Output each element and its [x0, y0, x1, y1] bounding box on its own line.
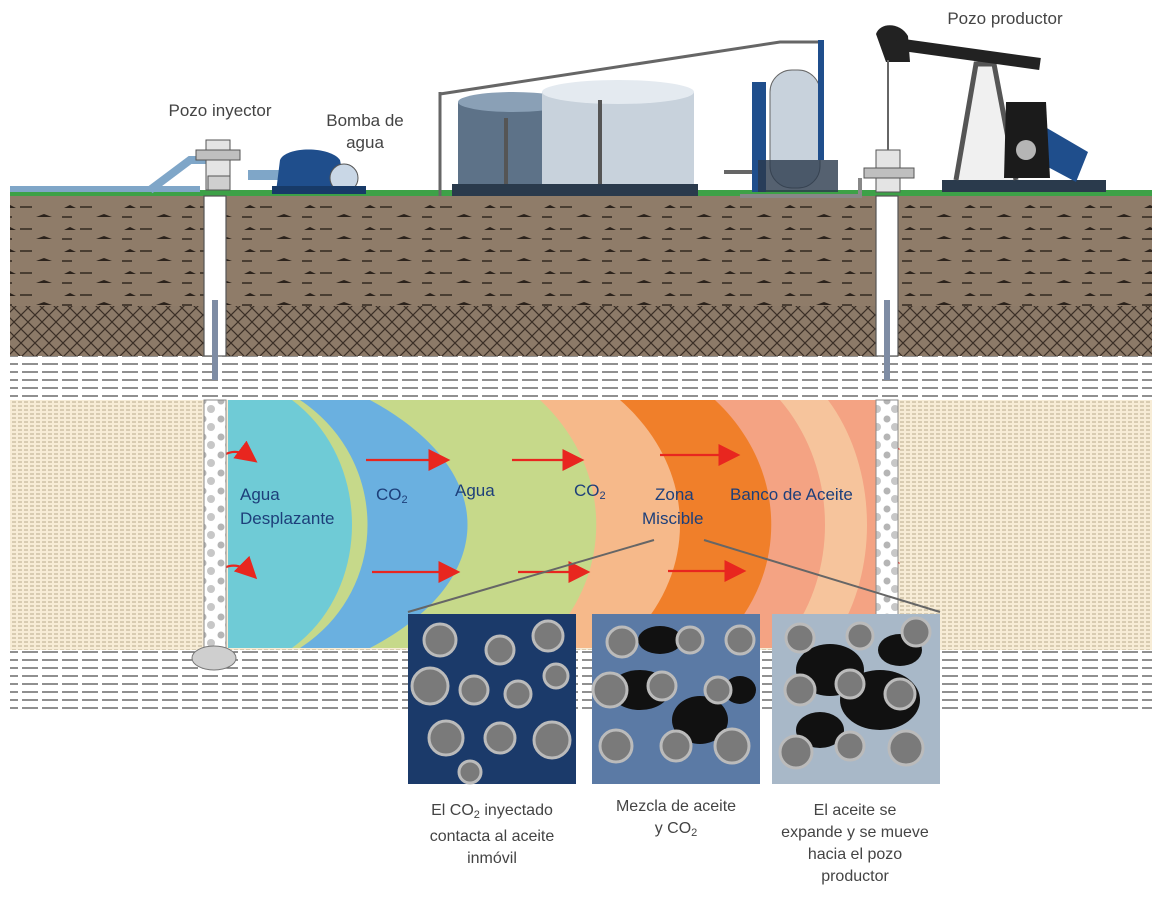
- water-pump: [248, 149, 366, 194]
- caption-2-line1: Mezcla de aceite: [615, 798, 737, 815]
- water-pump-label-line2: agua: [346, 133, 384, 152]
- caption-1-line2: contacta al aceite: [429, 828, 555, 845]
- storage-tanks: [438, 40, 820, 196]
- zone-label-oil-bank: Banco de Aceite: [730, 485, 853, 504]
- separator-vessel: [724, 40, 838, 192]
- injector-wellhead: [195, 139, 241, 191]
- caption-3-line2: expande y se mueve: [781, 824, 929, 841]
- caption-1-line3: inmóvil: [467, 850, 517, 867]
- pumpjack: [876, 25, 1106, 192]
- zone-label-water-displacing-l1: Agua: [240, 485, 280, 504]
- shale-layer-top: [10, 356, 1152, 400]
- zoom-lines: [407, 539, 941, 613]
- producer-wellbore: [875, 195, 899, 649]
- zone-label-water-displacing-l2: Desplazante: [240, 509, 335, 528]
- injection-pipeline: [10, 156, 208, 194]
- flood-zones: [228, 400, 878, 648]
- inset-co2-contact: [408, 614, 576, 785]
- caption-inset-1: El CO2 inyectado contacta al aceite inmó…: [396, 800, 588, 870]
- water-pump-label-line1: Bomba de: [326, 111, 404, 130]
- caption-3-line3: hacia el pozo: [807, 846, 903, 863]
- caption-inset-2: Mezcla de aceite y CO2: [590, 796, 762, 844]
- injector-well-label: Pozo inyector: [168, 101, 272, 120]
- shale-layer-bottom: [10, 650, 1152, 712]
- producer-well-label: Pozo productor: [947, 9, 1063, 28]
- caption-inset-3: El aceite se expande y se mueve hacia el…: [760, 800, 950, 888]
- zone-label-miscible-l1: Zona: [655, 485, 694, 504]
- zone-label-co2-b: CO2: [574, 481, 606, 502]
- soil-layer: [10, 196, 1152, 306]
- zone-label-water: Agua: [455, 481, 495, 500]
- injector-wellbore: [191, 195, 237, 671]
- inset-oil-co2-mixture: [591, 614, 760, 784]
- caption-3-line1: El aceite se: [813, 802, 897, 819]
- producer-wellhead: [740, 149, 915, 198]
- caption-2-line2: y CO2: [654, 820, 698, 839]
- caption-3-line4: productor: [821, 868, 889, 885]
- zone-label-co2-a: CO2: [376, 485, 408, 506]
- inset-oil-expansion: [772, 614, 940, 784]
- zone-label-miscible-l2: Miscible: [642, 509, 704, 528]
- caption-1-line1: El CO2 inyectado: [431, 802, 553, 821]
- caprock-layer: [10, 306, 1152, 356]
